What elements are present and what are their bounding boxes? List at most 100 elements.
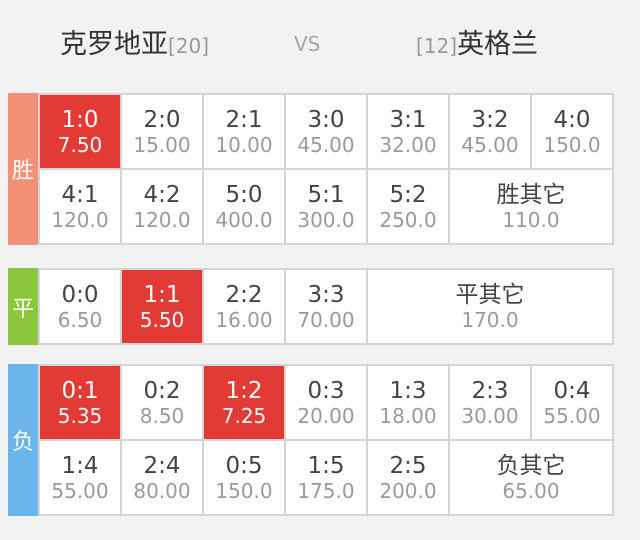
vs-label: VS [294, 32, 321, 56]
score-label: 1:5 [307, 452, 345, 479]
odds-value: 16.00 [215, 307, 273, 332]
home-team-rank: [20] [168, 34, 210, 58]
home-team-name: 克罗地亚 [60, 29, 168, 60]
away-team: [12]英格兰 [416, 22, 538, 61]
score-option-cell[interactable]: 1:5 175.0 [286, 441, 366, 514]
odds-value: 5.35 [57, 403, 103, 428]
score-option-cell[interactable]: 4:0 150.0 [532, 95, 612, 168]
score-label: 3:1 [389, 106, 427, 133]
section-label-loss: 负 [8, 364, 38, 516]
score-option-cell[interactable]: 0:4 55.00 [532, 366, 612, 439]
score-option-cell[interactable]: 3:1 32.00 [368, 95, 448, 168]
score-label: 0:4 [553, 377, 591, 404]
score-option-cell[interactable]: 1:2 7.25 [204, 366, 284, 439]
section-loss: 负 0:1 5.35 0:2 8.50 1:2 7.25 0:3 20.00 1:3 18.00 2:… [8, 364, 614, 516]
score-option-cell[interactable]: 4:1 120.0 [40, 170, 120, 243]
match-header: 克罗地亚[20] VS [12]英格兰 [0, 0, 640, 82]
score-label: 1:0 [61, 106, 99, 133]
odds-value: 170.0 [461, 307, 519, 332]
score-option-cell[interactable]: 1:4 55.00 [40, 441, 120, 514]
section-label-win: 胜 [8, 93, 38, 245]
score-option-cell[interactable]: 0:5 150.0 [204, 441, 284, 514]
score-option-cell[interactable]: 2:1 10.00 [204, 95, 284, 168]
score-option-cell[interactable]: 5:2 250.0 [368, 170, 448, 243]
score-option-cell[interactable]: 平其它 170.0 [368, 270, 612, 343]
score-option-cell[interactable]: 1:3 18.00 [368, 366, 448, 439]
odds-value: 7.25 [221, 403, 267, 428]
score-option-cell[interactable]: 3:3 70.00 [286, 270, 366, 343]
score-option-cell[interactable]: 4:2 120.0 [122, 170, 202, 243]
odds-value: 7.50 [57, 132, 103, 157]
odds-value: 20.00 [297, 403, 355, 428]
odds-value: 55.00 [51, 478, 109, 503]
score-label: 4:2 [143, 181, 181, 208]
score-option-cell[interactable]: 负其它 65.00 [450, 441, 612, 514]
odds-value: 400.0 [215, 207, 273, 232]
score-option-cell[interactable]: 5:1 300.0 [286, 170, 366, 243]
score-option-cell[interactable]: 0:3 20.00 [286, 366, 366, 439]
score-option-cell[interactable]: 5:0 400.0 [204, 170, 284, 243]
score-label: 3:2 [471, 106, 509, 133]
odds-value: 300.0 [297, 207, 355, 232]
odds-value: 150.0 [543, 132, 601, 157]
score-label: 2:5 [389, 452, 427, 479]
away-team-rank: [12] [416, 34, 458, 58]
score-option-cell[interactable]: 2:0 15.00 [122, 95, 202, 168]
score-option-cell[interactable]: 2:3 30.00 [450, 366, 530, 439]
score-option-cell[interactable]: 0:0 6.50 [40, 270, 120, 343]
score-label: 2:4 [143, 452, 181, 479]
odds-value: 65.00 [502, 478, 560, 503]
score-label: 3:0 [307, 106, 345, 133]
score-option-cell[interactable]: 2:5 200.0 [368, 441, 448, 514]
score-option-cell[interactable]: 3:0 45.00 [286, 95, 366, 168]
odds-value: 6.50 [57, 307, 103, 332]
score-label: 5:1 [307, 181, 345, 208]
score-label: 胜其它 [496, 181, 566, 208]
section-win: 胜 1:0 7.50 2:0 15.00 2:1 10.00 3:0 45.00 3:1 32.00… [8, 93, 614, 245]
home-team: 克罗地亚[20] [60, 22, 209, 61]
odds-value: 8.50 [139, 403, 185, 428]
score-label: 平其它 [455, 281, 525, 308]
odds-value: 80.00 [133, 478, 191, 503]
score-option-cell[interactable]: 2:2 16.00 [204, 270, 284, 343]
score-label: 0:0 [61, 281, 99, 308]
odds-value: 30.00 [461, 403, 519, 428]
odds-value: 10.00 [215, 132, 273, 157]
score-label: 1:2 [225, 377, 263, 404]
odds-value: 120.0 [51, 207, 109, 232]
odds-value: 70.00 [297, 307, 355, 332]
score-label: 1:1 [143, 281, 181, 308]
score-option-cell[interactable]: 3:2 45.00 [450, 95, 530, 168]
score-label: 5:0 [225, 181, 263, 208]
odds-value: 110.0 [502, 207, 560, 232]
score-option-cell[interactable]: 0:1 5.35 [40, 366, 120, 439]
score-label: 0:1 [61, 377, 99, 404]
odds-value: 32.00 [379, 132, 437, 157]
odds-value: 120.0 [133, 207, 191, 232]
odds-value: 150.0 [215, 478, 273, 503]
score-label: 1:4 [61, 452, 99, 479]
score-label: 0:5 [225, 452, 263, 479]
odds-value: 45.00 [461, 132, 519, 157]
score-label: 2:0 [143, 106, 181, 133]
score-label: 1:3 [389, 377, 427, 404]
odds-value: 18.00 [379, 403, 437, 428]
score-option-cell[interactable]: 0:2 8.50 [122, 366, 202, 439]
score-label: 2:2 [225, 281, 263, 308]
score-option-cell[interactable]: 2:4 80.00 [122, 441, 202, 514]
odds-value: 175.0 [297, 478, 355, 503]
odds-value: 15.00 [133, 132, 191, 157]
odds-value: 45.00 [297, 132, 355, 157]
odds-value: 55.00 [543, 403, 601, 428]
score-label: 2:1 [225, 106, 263, 133]
score-label: 负其它 [496, 452, 566, 479]
score-option-cell[interactable]: 1:1 5.50 [122, 270, 202, 343]
odds-value: 250.0 [379, 207, 437, 232]
score-label: 4:1 [61, 181, 99, 208]
score-label: 2:3 [471, 377, 509, 404]
odds-value: 200.0 [379, 478, 437, 503]
score-option-cell[interactable]: 1:0 7.50 [40, 95, 120, 168]
score-option-cell[interactable]: 胜其它 110.0 [450, 170, 612, 243]
score-label: 0:3 [307, 377, 345, 404]
odds-value: 5.50 [139, 307, 185, 332]
